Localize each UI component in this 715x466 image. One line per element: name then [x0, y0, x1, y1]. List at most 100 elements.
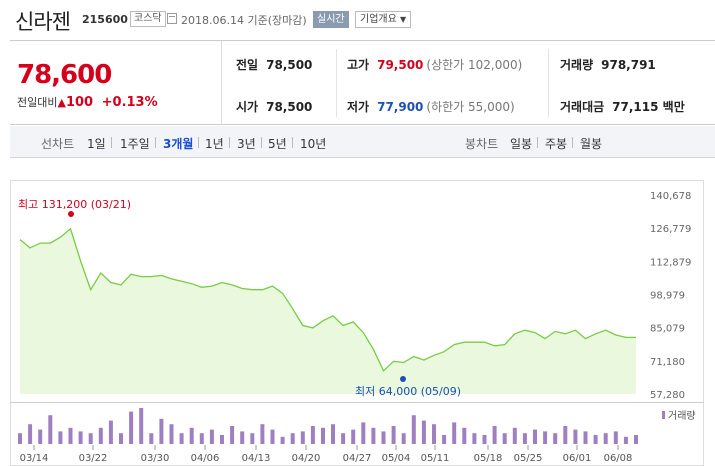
- volume-bar: [533, 429, 537, 444]
- volume-legend-swatch: [662, 411, 665, 419]
- price-line: [19, 227, 636, 372]
- volume-bar: [331, 424, 335, 444]
- tab-monthly-candle[interactable]: 월봉: [580, 137, 603, 151]
- company-overview-button[interactable]: 기업개요 ▼: [355, 11, 412, 28]
- volume-bar: [502, 433, 507, 444]
- chart-frame: [10, 180, 704, 466]
- volume-bar: [300, 431, 305, 444]
- x-tick-label: 06/08: [604, 453, 633, 464]
- tab-1day[interactable]: 1일: [87, 137, 106, 151]
- tab-weekly-candle[interactable]: 주봉: [545, 137, 568, 151]
- volume-bar: [543, 431, 548, 444]
- price-summary: 78,600 전일대비▲100 +0.13% 전일 78,500 시가 78,500…: [10, 40, 715, 125]
- change-value: 100: [65, 95, 94, 110]
- volume-bar: [220, 435, 224, 444]
- high-price: 고가 79,500 (상한가 102,000): [347, 58, 523, 72]
- separator: [198, 137, 199, 148]
- tab-5years[interactable]: 5년: [268, 137, 287, 151]
- separator: [155, 137, 156, 148]
- y-tick-label: 140,678: [650, 191, 691, 202]
- stock-code: 215600: [82, 13, 128, 26]
- volume-bar: [321, 427, 325, 444]
- tab-daily-candle[interactable]: 일봉: [510, 137, 533, 151]
- volume-bar: [28, 424, 33, 444]
- volume-bar: [179, 433, 184, 444]
- volume-bar: [199, 433, 204, 444]
- x-tick-label: 03/22: [79, 453, 108, 464]
- x-tick-label: 04/27: [343, 453, 372, 464]
- volume-bar: [421, 420, 426, 444]
- low-price: 저가 77,900 (하한가 55,000): [347, 100, 515, 114]
- price-change: 전일대비▲100 +0.13%: [17, 94, 158, 110]
- x-tick-label: 04/13: [242, 453, 271, 464]
- volume-bar: [613, 431, 618, 444]
- volume-bar: [593, 435, 598, 444]
- annotations: 최고 131,200 (03/21) 최저 64,000 (05/09): [18, 198, 461, 398]
- x-tick-label: 03/30: [141, 453, 170, 464]
- change-label: 전일대비: [17, 96, 58, 109]
- x-tick-label: 05/25: [514, 453, 543, 464]
- divider: [548, 49, 549, 117]
- volume-bar: [371, 427, 376, 444]
- volume-bar: [240, 431, 245, 444]
- volume-bar: [553, 433, 558, 444]
- volume-bar: [522, 433, 527, 444]
- realtime-button[interactable]: 실시간: [313, 11, 349, 28]
- volume-bar: [18, 433, 22, 444]
- candle-chart-label: 봉차트: [465, 137, 499, 151]
- volume-bar: [361, 422, 366, 444]
- volume-bar: [98, 427, 103, 444]
- x-tick-label: 06/01: [563, 453, 592, 464]
- volume-bar: [280, 436, 285, 444]
- volume-bar: [230, 426, 235, 444]
- volume-bar: [209, 429, 214, 444]
- x-tick-label: 05/18: [474, 453, 503, 464]
- volume-bar: [492, 426, 497, 444]
- current-price-box: 78,600 전일대비▲100 +0.13%: [10, 41, 222, 125]
- volume-bar: [270, 429, 275, 444]
- x-tick-label: 04/06: [191, 453, 220, 464]
- tab-1week[interactable]: 1주일: [120, 137, 150, 151]
- tab-1year[interactable]: 1년: [205, 137, 224, 151]
- volume: 거래량 978,791: [560, 58, 656, 72]
- volume-bar: [462, 427, 467, 444]
- tab-3months[interactable]: 3개월: [163, 137, 194, 151]
- chevron-down-icon: ▼: [400, 15, 407, 24]
- high-marker: [68, 211, 74, 217]
- up-triangle-icon: ▲: [57, 96, 66, 109]
- reference-date: 2018.06.14 기준(장마감): [181, 14, 307, 27]
- tab-10years[interactable]: 10년: [300, 137, 327, 151]
- separator: [261, 137, 262, 148]
- volume-bar: [38, 429, 43, 444]
- volume-bar: [68, 427, 73, 444]
- divider: [336, 49, 337, 117]
- volume-bar: [391, 426, 396, 444]
- volume-bar: [48, 415, 53, 444]
- separator: [292, 137, 293, 148]
- volume-bar: [159, 418, 164, 444]
- volume-bar: [573, 429, 578, 444]
- high-annotation: 최고 131,200 (03/21): [18, 198, 131, 211]
- volume-bar: [129, 411, 134, 444]
- x-tick-label: 04/20: [292, 453, 321, 464]
- volume-bar: [603, 433, 608, 444]
- low-marker: [400, 376, 406, 382]
- tab-3years[interactable]: 3년: [237, 137, 256, 151]
- x-tick-label: 05/11: [421, 453, 450, 464]
- trade-amount: 거래대금 77,115 백만: [560, 100, 685, 114]
- volume-bar: [139, 408, 144, 444]
- volume-bar: [401, 433, 406, 444]
- separator: [572, 137, 573, 148]
- volume-bar: [583, 431, 588, 444]
- y-tick-label: 98,979: [650, 291, 685, 302]
- change-rate: +0.13%: [101, 95, 158, 110]
- x-axis: 03/14 03/22 03/30 04/06 04/13 04/20 04/27 05/04…: [20, 445, 633, 464]
- y-tick-label: 85,079: [650, 324, 685, 335]
- company-overview-label: 기업개요: [360, 14, 397, 25]
- y-tick-label: 112,879: [650, 257, 691, 268]
- y-tick-label: 71,180: [650, 357, 685, 368]
- volume-bar: [260, 424, 265, 444]
- volume-bar: [623, 436, 628, 444]
- prev-close: 전일 78,500: [236, 58, 313, 72]
- volume-legend: 거래량: [668, 410, 696, 422]
